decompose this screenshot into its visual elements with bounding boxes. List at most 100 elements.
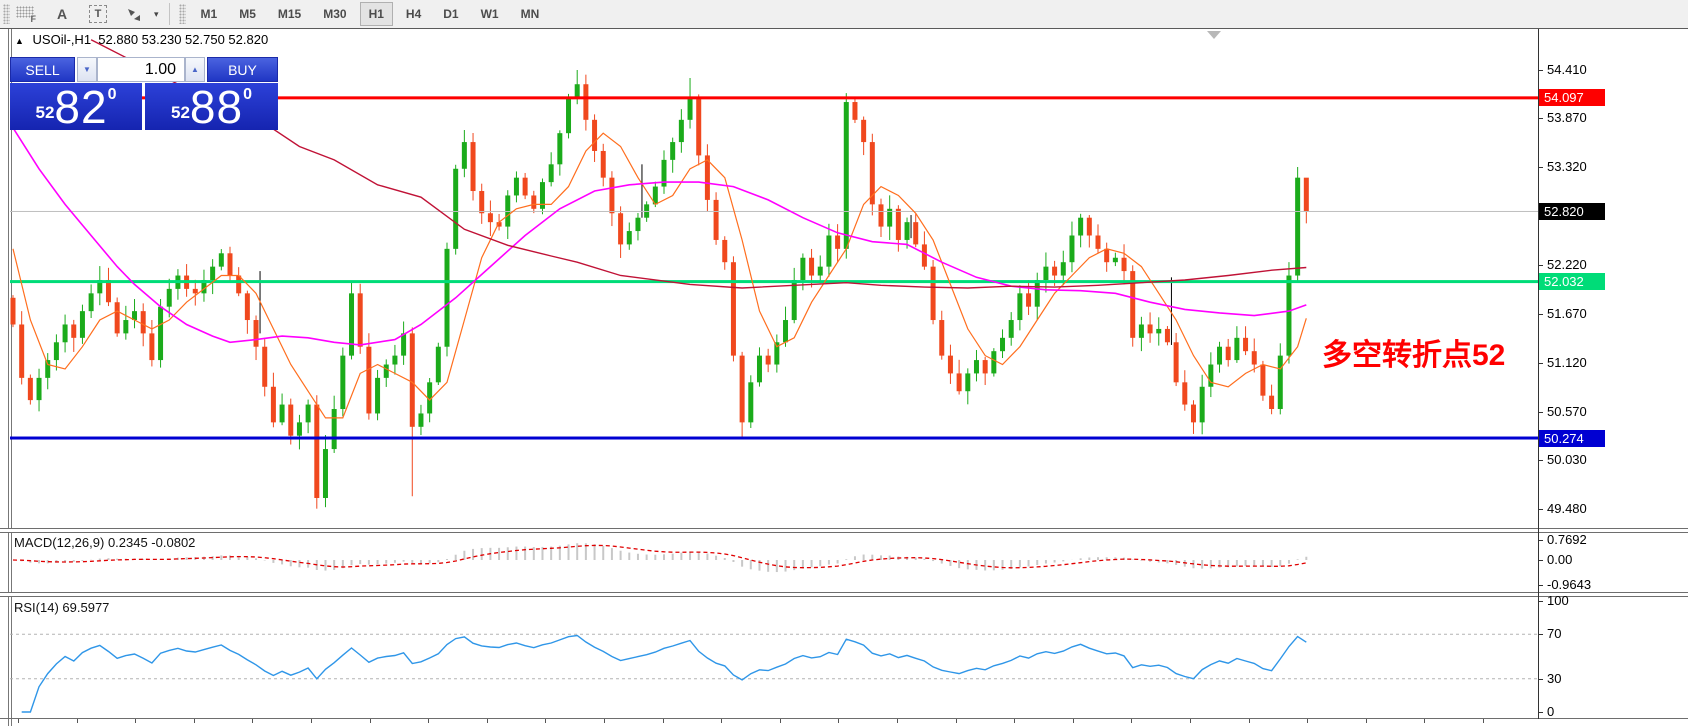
rsi-tick-100: 100 bbox=[1547, 593, 1569, 608]
timeframe-button-mn[interactable]: MN bbox=[520, 7, 540, 21]
candle-body bbox=[600, 150, 606, 178]
rsi-chart[interactable] bbox=[10, 596, 1538, 718]
timeframe-button-h1[interactable]: H1 bbox=[359, 2, 393, 26]
time-tick bbox=[486, 719, 488, 723]
candle-body bbox=[53, 342, 59, 361]
price-tick-51.670: 51.670 bbox=[1547, 305, 1587, 321]
time-tick bbox=[838, 719, 840, 723]
ma-fast-line bbox=[12, 132, 1307, 419]
candle-body bbox=[1104, 248, 1110, 263]
grid-f-icon[interactable]: F bbox=[16, 5, 36, 24]
main-price-chart[interactable] bbox=[10, 30, 1538, 528]
shapes-icon[interactable] bbox=[125, 3, 143, 25]
timeframe-button-d1[interactable]: D1 bbox=[443, 7, 459, 21]
candle-body bbox=[487, 213, 493, 223]
time-tick bbox=[1307, 719, 1309, 723]
candle-body bbox=[756, 355, 762, 383]
macd-tick-0.7692: 0.7692 bbox=[1547, 532, 1587, 547]
horizontal-level-line[interactable] bbox=[10, 96, 1538, 100]
timeframe-button-m30[interactable]: M30 bbox=[323, 7, 347, 21]
macd-tick-0.00-tick bbox=[1538, 560, 1543, 561]
horizontal-level-line[interactable] bbox=[10, 436, 1538, 440]
buy-price-display[interactable]: 52 88 0 bbox=[145, 83, 278, 130]
candle-body bbox=[548, 164, 554, 183]
timeframe-button-w1[interactable]: W1 bbox=[480, 7, 499, 21]
timeframe-button-m1[interactable]: M1 bbox=[200, 7, 218, 21]
volume-decrease-button[interactable]: ▼ bbox=[77, 57, 97, 82]
candle-body bbox=[427, 382, 433, 414]
buy-button[interactable]: BUY bbox=[207, 57, 278, 82]
candle-body bbox=[166, 288, 172, 307]
candle-body bbox=[479, 191, 485, 214]
timeframe-button-m15[interactable]: M15 bbox=[277, 7, 302, 21]
sell-price-display[interactable]: 52 82 0 bbox=[10, 83, 142, 130]
time-tick bbox=[721, 719, 723, 723]
toolbar-drag-handle[interactable] bbox=[3, 4, 10, 24]
candle-body bbox=[375, 377, 381, 414]
candle-body bbox=[253, 320, 259, 347]
candle-body bbox=[1217, 346, 1223, 365]
price-tick-49.480-tick bbox=[1538, 508, 1543, 510]
macd-signal-line bbox=[12, 544, 1307, 569]
candle-body bbox=[218, 253, 224, 267]
macd-tick--0.9643: -0.9643 bbox=[1547, 577, 1592, 592]
horizontal-level-line[interactable] bbox=[10, 280, 1538, 284]
candle-body bbox=[340, 355, 346, 410]
candle-body bbox=[1156, 328, 1162, 334]
candle-body bbox=[826, 235, 832, 267]
volume-input[interactable]: 1.00 bbox=[97, 57, 185, 82]
time-tick bbox=[1483, 719, 1484, 723]
candle-body bbox=[305, 404, 311, 423]
candle-body bbox=[522, 177, 528, 196]
candle-body bbox=[105, 279, 111, 303]
candle-body bbox=[965, 373, 971, 392]
candle-body bbox=[1286, 275, 1292, 356]
candle-body bbox=[991, 351, 997, 374]
macd-tick-0.7692-tick bbox=[1538, 540, 1543, 541]
price-tick-50.570-tick bbox=[1538, 411, 1543, 413]
candle-body bbox=[566, 97, 572, 134]
shapes-glyph bbox=[128, 9, 140, 21]
text-label-icon[interactable]: A bbox=[56, 6, 68, 22]
candle-body bbox=[739, 355, 745, 423]
candle-body bbox=[322, 449, 328, 498]
candle-body bbox=[843, 102, 849, 249]
candle-body bbox=[496, 222, 502, 227]
candle-body bbox=[1208, 364, 1214, 387]
candle-body bbox=[921, 244, 927, 267]
price-tick-49.480: 49.480 bbox=[1547, 500, 1587, 516]
timeframe-button-h4[interactable]: H4 bbox=[405, 7, 422, 21]
macd-pane-separator[interactable] bbox=[0, 528, 1688, 533]
candle-body bbox=[288, 404, 294, 436]
candle-body bbox=[1130, 271, 1136, 338]
candle-body bbox=[895, 208, 901, 240]
timeframe-button-m5[interactable]: M5 bbox=[239, 7, 256, 21]
rsi-tick-30-tick bbox=[1538, 678, 1543, 680]
timeframe-drag-handle[interactable] bbox=[178, 4, 186, 24]
time-tick bbox=[1072, 719, 1074, 723]
ma-medium-line bbox=[12, 127, 1307, 346]
sell-button[interactable]: SELL bbox=[10, 57, 75, 82]
candle-body bbox=[592, 119, 598, 151]
candle-body bbox=[192, 288, 198, 294]
volume-increase-button[interactable]: ▲ bbox=[185, 57, 205, 82]
macd-tick--0.9643-tick bbox=[1538, 585, 1543, 586]
text-box-icon[interactable]: T bbox=[89, 5, 107, 23]
price-badge-54.097: 54.097 bbox=[1539, 89, 1605, 107]
buy-price-pips: 88 bbox=[189, 80, 244, 133]
candle-body bbox=[583, 84, 589, 120]
time-tick bbox=[252, 719, 254, 723]
price-tick-51.120-tick bbox=[1538, 362, 1543, 364]
chart-shift-marker-icon[interactable] bbox=[1207, 31, 1221, 39]
macd-chart[interactable] bbox=[10, 532, 1538, 591]
candle-body bbox=[1112, 257, 1118, 263]
candle-body bbox=[36, 377, 42, 401]
rsi-pane-separator[interactable] bbox=[0, 592, 1688, 597]
horizontal-level-line[interactable] bbox=[10, 210, 1538, 212]
shapes-dropdown-caret-icon[interactable]: ▾ bbox=[154, 8, 159, 19]
time-tick bbox=[1014, 719, 1016, 723]
candle-body bbox=[1199, 386, 1205, 423]
price-tick-52.220: 52.220 bbox=[1547, 256, 1587, 272]
price-tick-50.570: 50.570 bbox=[1547, 403, 1587, 419]
candle-body bbox=[1147, 324, 1153, 334]
